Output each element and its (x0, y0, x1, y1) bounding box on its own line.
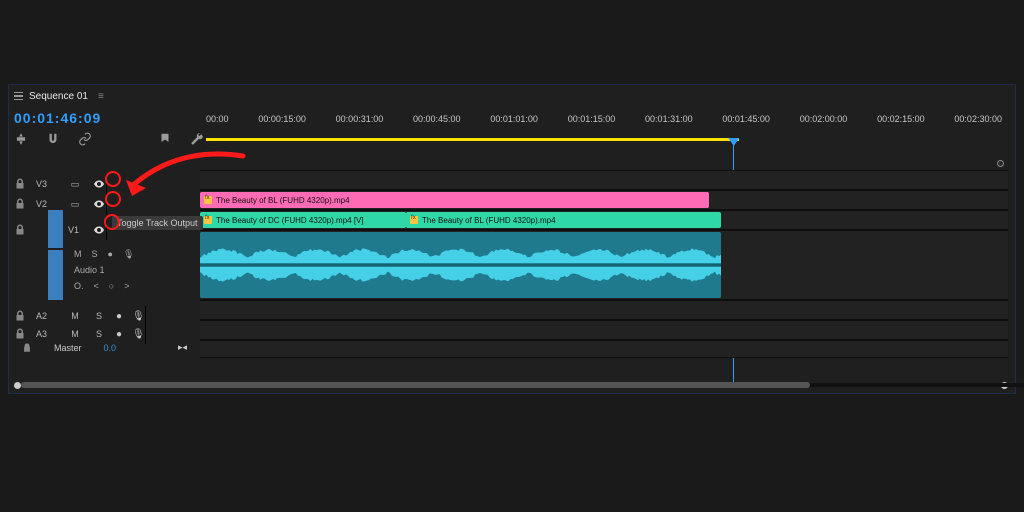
source-patch[interactable]: ▭ (68, 199, 82, 210)
zoom-handle-left[interactable] (14, 382, 21, 389)
solo-toggle[interactable]: S (92, 329, 106, 339)
lock-icon[interactable] (14, 328, 26, 340)
ruler-labels: 00:0000:00:15:0000:00:31:00 00:00:45:000… (200, 114, 1008, 124)
video-clip[interactable]: The Beauty of DC (FUHD 4320p).mp4 [V] (200, 212, 406, 228)
audio-track-controls: MS●🎙 Audio 1 O.<○> (74, 246, 186, 294)
lane-master[interactable] (200, 340, 1008, 358)
lock-icon[interactable] (14, 178, 26, 190)
lock-icon[interactable] (22, 343, 32, 353)
playhead-timecode[interactable]: 00:01:46:09 (14, 110, 101, 126)
tab-close-icon[interactable]: ≡ (98, 91, 104, 102)
tab-menu-icon (14, 92, 23, 101)
audio-track-name: Audio 1 (74, 265, 105, 275)
fx-badge-icon[interactable] (410, 216, 418, 224)
master-track[interactable]: Master 0.0 ▸◂ (22, 342, 187, 353)
track-option-dot[interactable] (997, 160, 1004, 167)
annotation-circle (104, 214, 120, 230)
source-patch[interactable]: ▭ (68, 179, 82, 190)
lane-a1[interactable] (200, 230, 1008, 300)
lane-a3[interactable] (200, 320, 1008, 340)
track-target-a1[interactable] (48, 250, 63, 300)
mute-toggle[interactable]: M (68, 311, 82, 321)
track-label: V3 (36, 179, 58, 189)
scroll-thumb[interactable] (21, 382, 810, 388)
master-level[interactable]: 0.0 (104, 343, 117, 353)
track-header-a3[interactable]: A3 M S ●🎙 (14, 324, 146, 344)
track-label: A3 (36, 329, 58, 339)
expand-icon[interactable]: ▸◂ (178, 342, 187, 353)
master-label: Master (54, 343, 82, 353)
track-label: A2 (36, 311, 58, 321)
link-icon[interactable] (78, 132, 92, 146)
time-ruler[interactable]: 00:0000:00:15:0000:00:31:00 00:00:45:000… (200, 114, 1008, 144)
lane-v3[interactable] (200, 170, 1008, 190)
video-clip[interactable]: The Beauty of BL (FUHD 4320p).mp4 (406, 212, 721, 228)
marker-icon[interactable] (158, 132, 172, 146)
track-label: V1 (68, 225, 82, 235)
solo-toggle[interactable]: S (92, 311, 106, 321)
lock-icon[interactable] (14, 198, 26, 210)
tooltip: Toggle Track Output (112, 216, 203, 230)
eye-icon[interactable] (92, 197, 106, 211)
zoom-scrollbar[interactable] (14, 380, 1008, 390)
solo-toggle[interactable]: S (92, 249, 98, 259)
sequence-name: Sequence 01 (29, 91, 88, 102)
snap-icon[interactable] (14, 132, 28, 146)
work-area-bar[interactable] (206, 138, 739, 141)
eye-icon[interactable] (92, 177, 106, 191)
mute-toggle[interactable]: M (68, 329, 82, 339)
lane-v2[interactable]: The Beauty of BL (FUHD 4320p).mp4 (200, 190, 1008, 210)
magnet-icon[interactable] (46, 132, 60, 146)
track-header-v3[interactable]: V3 ▭ (14, 174, 107, 194)
track-header-v1[interactable]: V1 (14, 220, 107, 240)
lane-v1[interactable]: The Beauty of DC (FUHD 4320p).mp4 [V] Th… (200, 210, 1008, 230)
fx-badge-icon[interactable] (204, 216, 212, 224)
waveform-icon (200, 232, 721, 298)
video-clip[interactable]: The Beauty of BL (FUHD 4320p).mp4 (200, 192, 709, 208)
lock-icon[interactable] (14, 310, 26, 322)
sequence-tab[interactable]: Sequence 01 ≡ (14, 88, 104, 104)
annotation-arrow (118, 148, 248, 208)
track-label: V2 (36, 199, 58, 209)
voice-icon[interactable]: 🎙 (123, 249, 134, 260)
lock-icon[interactable] (14, 224, 26, 236)
audio-clip[interactable] (200, 232, 721, 298)
timeline-tools (14, 132, 204, 146)
mute-toggle[interactable]: M (74, 249, 82, 259)
lane-a2[interactable] (200, 300, 1008, 320)
track-header-a2[interactable]: A2 M S ●🎙 (14, 306, 146, 326)
